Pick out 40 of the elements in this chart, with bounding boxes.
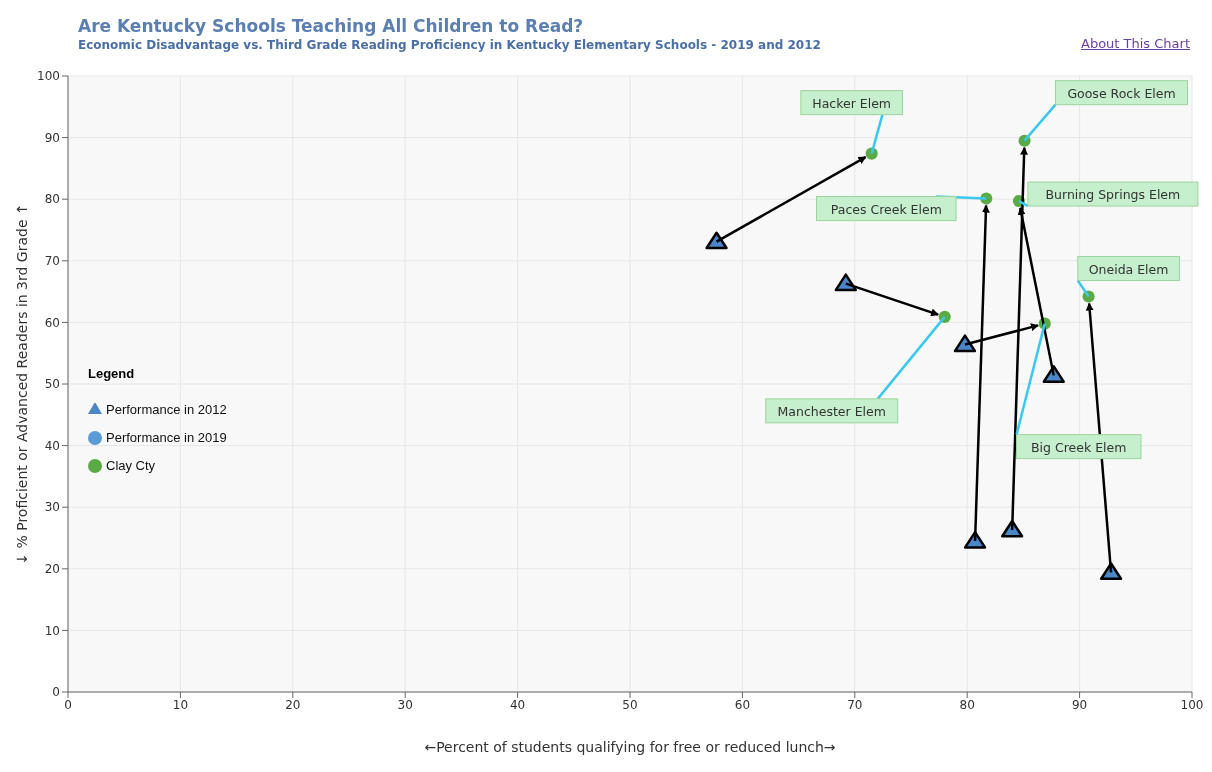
x-tick-label: 100 (1180, 697, 1204, 712)
x-tick-label: 20 (285, 697, 301, 712)
point (705, 231, 728, 250)
y-tick-label: 70 (44, 254, 60, 269)
y-tick-label: 10 (44, 623, 60, 638)
y-tick-label: 0 (52, 685, 60, 700)
annotation: Big Creek Elem (1031, 439, 1127, 455)
x-tick-label: 60 (734, 697, 751, 712)
x-tick-label: 30 (397, 697, 413, 712)
x-tick-label: 70 (847, 697, 863, 712)
y-tick-label: 40 (44, 438, 60, 453)
annotation: Burning Springs Elem (1045, 187, 1181, 203)
annotation: Paces Creek Elem (830, 201, 942, 217)
annotation: Manchester Elem (777, 403, 886, 419)
legend-title: Legend (88, 365, 135, 381)
annotation: Oneida Elem (1088, 261, 1169, 277)
text: About This Chart (1081, 36, 1190, 51)
y-tick-label: 30 (44, 500, 60, 515)
x-tick-label: 0 (64, 697, 72, 712)
y-axis-title: ↓ % Proficient or Advanced Readers in 3rd Grade ↑ (13, 203, 30, 565)
legend-label: Performance in 2012 (106, 401, 227, 417)
x-tick-label: 50 (622, 697, 638, 712)
chart-title: Are Kentucky Schools Teaching All Children to Read? (78, 16, 585, 36)
y-tick-label: 20 (44, 562, 60, 577)
x-axis-title: ←Percent of students qualifying for free or reduced lunch→ (424, 739, 836, 755)
x-tick-label: 80 (959, 697, 975, 712)
y-tick-label: 80 (44, 192, 60, 207)
y-tick-label: 60 (44, 315, 60, 330)
x-tick-label: 40 (509, 697, 526, 712)
chart-subtitle: Economic Disadvantage vs. Third Grade Reading Proficiency in Kentucky Elementary Schools - 2019 and 2012 (78, 38, 821, 52)
point (953, 334, 977, 353)
y-tick-label: 100 (37, 69, 60, 84)
legend-label: Performance in 2019 (106, 429, 227, 445)
annotation: Hacker Elem (812, 95, 892, 111)
x-tick-label: 90 (1071, 697, 1088, 712)
annotation: Goose Rock Elem (1067, 85, 1176, 101)
y-tick-label: 90 (44, 130, 60, 145)
x-tick-label: 10 (172, 697, 189, 712)
legend-label: Clay Cty (106, 457, 156, 473)
y-tick-label: 50 (44, 377, 60, 392)
